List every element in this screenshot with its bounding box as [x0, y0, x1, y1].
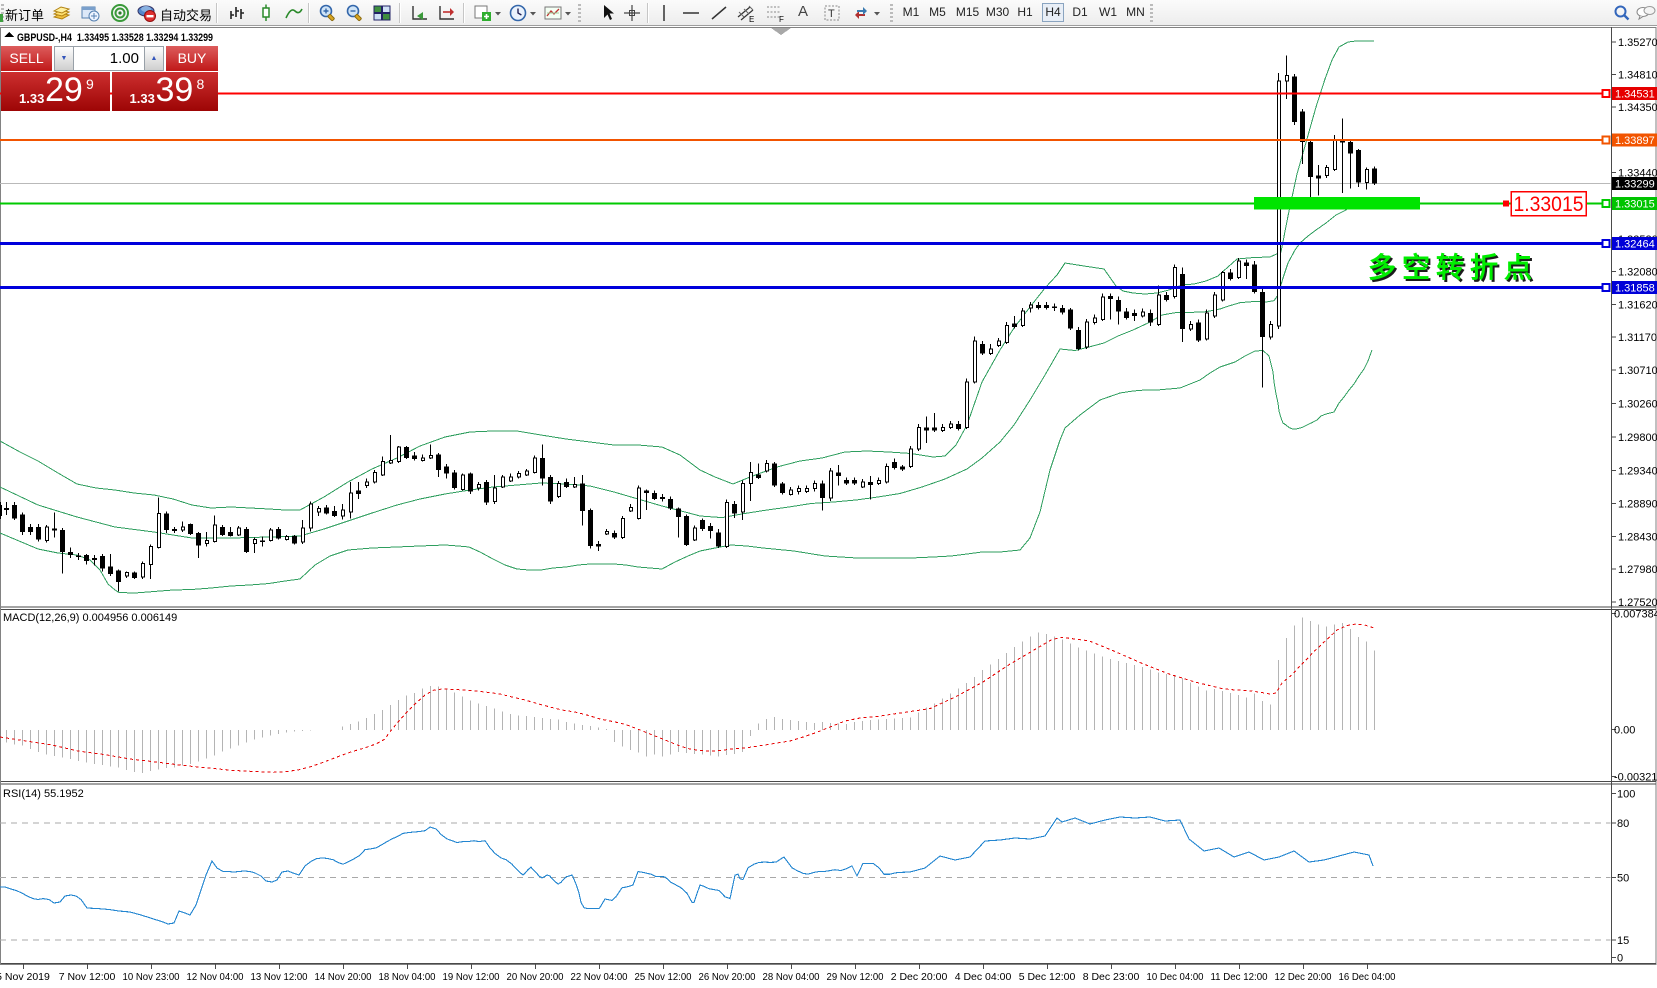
svg-text:1.32464: 1.32464	[1615, 239, 1655, 251]
svg-text:GBPUSD-,H4 1.33495 1.33528 1.: GBPUSD-,H4 1.33495 1.33528 1.33294 1.332…	[17, 32, 213, 44]
svg-text:1.30710: 1.30710	[1618, 365, 1657, 377]
svg-text:1.28890: 1.28890	[1618, 499, 1657, 511]
svg-text:15: 15	[1617, 935, 1629, 947]
svg-text:0.007384: 0.007384	[1614, 609, 1657, 621]
svg-text:16 Dec 04:00: 16 Dec 04:00	[1339, 971, 1396, 983]
svg-text:0.00: 0.00	[1614, 725, 1635, 737]
svg-text:T: T	[828, 8, 835, 20]
svg-text:7 Nov 12:00: 7 Nov 12:00	[59, 971, 116, 983]
svg-text:1.29340: 1.29340	[1618, 466, 1657, 478]
svg-text:多空转折点: 多空转折点	[1368, 251, 1538, 283]
svg-text:1.33299: 1.33299	[1615, 179, 1655, 191]
svg-text:1.33440: 1.33440	[1618, 168, 1657, 180]
svg-text:1.30260: 1.30260	[1618, 399, 1657, 411]
svg-text:12 Nov 04:00: 12 Nov 04:00	[187, 971, 244, 983]
svg-text:E: E	[749, 15, 754, 23]
svg-text:25 Nov 12:00: 25 Nov 12:00	[635, 971, 692, 983]
svg-text:80: 80	[1617, 818, 1629, 830]
svg-text:1.32080: 1.32080	[1618, 267, 1657, 279]
svg-text:MACD(12,26,9) 0.004956 0.00614: MACD(12,26,9) 0.004956 0.006149	[3, 612, 177, 624]
svg-text:10 Nov 23:00: 10 Nov 23:00	[123, 971, 180, 983]
svg-text:12 Dec 20:00: 12 Dec 20:00	[1275, 971, 1332, 983]
svg-text:14 Nov 20:00: 14 Nov 20:00	[315, 971, 372, 983]
svg-text:26 Nov 20:00: 26 Nov 20:00	[699, 971, 756, 983]
svg-text:2 Dec 20:00: 2 Dec 20:00	[891, 971, 948, 983]
svg-text:5 Nov 2019: 5 Nov 2019	[0, 971, 50, 983]
svg-text:1.31620: 1.31620	[1618, 300, 1657, 312]
svg-text:1.33897: 1.33897	[1615, 135, 1655, 147]
svg-text:10 Dec 04:00: 10 Dec 04:00	[1147, 971, 1204, 983]
svg-text:1.34531: 1.34531	[1615, 89, 1655, 101]
svg-text:5 Dec 12:00: 5 Dec 12:00	[1019, 971, 1076, 983]
svg-text:多空转折点: 多空转折点	[1370, 253, 1540, 285]
svg-text:-0.003215: -0.003215	[1614, 772, 1657, 784]
svg-text:18 Nov 04:00: 18 Nov 04:00	[379, 971, 436, 983]
svg-text:8 Dec 23:00: 8 Dec 23:00	[1083, 971, 1140, 983]
svg-text:1.34810: 1.34810	[1618, 70, 1657, 82]
svg-text:RSI(14) 55.1952: RSI(14) 55.1952	[3, 788, 84, 800]
svg-text:1.34350: 1.34350	[1618, 102, 1657, 114]
svg-text:F: F	[779, 15, 784, 23]
svg-text:1.31858: 1.31858	[1615, 283, 1655, 295]
svg-text:100: 100	[1617, 789, 1635, 801]
svg-text:19 Nov 12:00: 19 Nov 12:00	[443, 971, 500, 983]
svg-text:1.27520: 1.27520	[1618, 597, 1657, 609]
svg-text:11 Dec 12:00: 11 Dec 12:00	[1211, 971, 1268, 983]
svg-text:1.33015: 1.33015	[1514, 193, 1584, 216]
svg-text:1.27980: 1.27980	[1618, 564, 1657, 576]
svg-text:20 Nov 20:00: 20 Nov 20:00	[507, 971, 564, 983]
svg-text:28 Nov 04:00: 28 Nov 04:00	[763, 971, 820, 983]
svg-text:29 Nov 12:00: 29 Nov 12:00	[827, 971, 884, 983]
svg-text:50: 50	[1617, 873, 1629, 885]
svg-text:1.35270: 1.35270	[1618, 37, 1657, 49]
svg-text:22 Nov 04:00: 22 Nov 04:00	[571, 971, 628, 983]
svg-text:0: 0	[1617, 953, 1623, 965]
svg-text:1.28430: 1.28430	[1618, 532, 1657, 544]
svg-text:13 Nov 12:00: 13 Nov 12:00	[251, 971, 308, 983]
svg-text:1.31170: 1.31170	[1618, 332, 1657, 344]
svg-text:1.33015: 1.33015	[1615, 199, 1655, 211]
svg-text:4 Dec 04:00: 4 Dec 04:00	[955, 971, 1012, 983]
svg-text:1.29800: 1.29800	[1618, 432, 1657, 444]
